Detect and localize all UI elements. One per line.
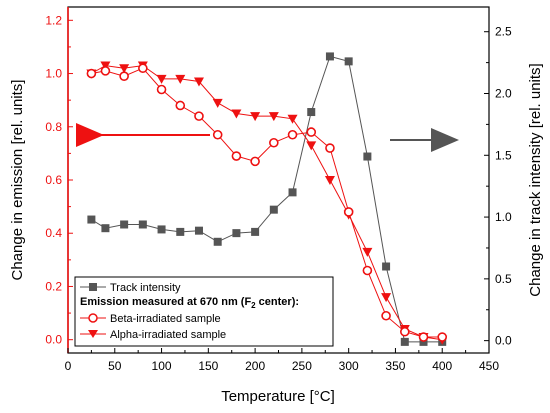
alpha-point: [250, 112, 261, 122]
x-axis: 0 50 100 150 200 250 300 350 400 450: [65, 348, 499, 373]
beta-point: [362, 265, 373, 276]
track-point: [400, 337, 409, 346]
x-tick-label: 150: [198, 359, 218, 373]
left-tick-label: 1.0: [45, 67, 62, 81]
left-tick-label: 1.2: [45, 13, 62, 27]
x-tick-label: 200: [245, 359, 265, 373]
alpha-point: [119, 64, 130, 74]
right-tick-label: 2.0: [495, 87, 512, 101]
x-axis-title: Temperature [°C]: [221, 388, 335, 405]
beta-point: [381, 310, 391, 321]
alpha-point: [100, 61, 111, 71]
track-point: [87, 215, 96, 224]
legend-circle-marker: [88, 313, 98, 323]
track-point: [269, 205, 278, 214]
alpha-point: [306, 141, 317, 151]
beta-point: [399, 326, 410, 337]
track-point: [344, 57, 353, 66]
track-point: [325, 52, 334, 61]
beta-point: [418, 332, 429, 342]
beta-point: [86, 68, 97, 79]
alpha-point: [381, 293, 392, 303]
left-y-axis: 0.0 0.2 0.4 0.6 0.8 1.0 1.2: [45, 7, 73, 353]
alpha-point: [193, 77, 204, 87]
legend-triangle-marker: [88, 330, 98, 338]
x-tick-label: 300: [339, 359, 359, 373]
legend-label-alpha: Alpha-irradiated sample: [110, 329, 226, 341]
x-tick-label: 450: [479, 359, 499, 373]
left-tick-label: 0.0: [45, 333, 62, 347]
track-point: [176, 227, 185, 236]
beta-point: [250, 156, 260, 167]
beta-point: [156, 84, 167, 95]
legend-box: [74, 276, 334, 347]
beta-point: [325, 143, 335, 153]
legend-entry-alpha: Alpha-irradiated sample: [80, 329, 226, 341]
right-tick-label: 1.0: [495, 210, 512, 224]
track-point: [138, 220, 147, 229]
legend-header: Emission measured at 670 nm (F2 center):: [80, 296, 299, 310]
beta-point: [138, 63, 148, 74]
alpha-point: [362, 247, 373, 257]
beta-point: [306, 127, 317, 137]
beta-point: [437, 332, 448, 342]
x-tick-label: 350: [385, 359, 405, 373]
track-point: [194, 226, 203, 235]
track-point: [120, 220, 129, 229]
right-y-axis: 0.0 0.5 1.0 1.5 2.0 2.5: [484, 25, 512, 348]
track-point: [213, 237, 222, 246]
series-layer: [86, 52, 448, 346]
left-tick-label: 0.2: [45, 279, 62, 293]
track-point: [251, 227, 260, 236]
legend-square-marker: [89, 283, 97, 291]
beta-point: [343, 207, 354, 217]
x-tick-label: 0: [65, 359, 72, 373]
left-tick-label: 0.8: [45, 120, 62, 134]
x-tick-label: 250: [292, 359, 312, 373]
beta-point: [231, 151, 242, 161]
legend-label-beta: Beta-irradiated sample: [110, 313, 221, 325]
right-tick-label: 0.0: [495, 334, 512, 348]
legend-label-track: Track intensity: [110, 282, 181, 294]
right-tick-label: 1.5: [495, 148, 512, 162]
track-point: [101, 224, 110, 233]
track-point: [307, 108, 316, 117]
beta-point: [194, 111, 204, 121]
track-point: [382, 262, 391, 271]
alpha-point: [156, 74, 167, 84]
legend: Track intensity Emission measured at 670…: [74, 276, 334, 347]
track-point: [157, 225, 166, 234]
beta-point: [119, 71, 129, 81]
right-tick-label: 0.5: [495, 272, 512, 286]
beta-point: [269, 137, 279, 148]
alpha-point: [268, 112, 279, 122]
right-axis-title: Change in track intensity [rel. units]: [527, 63, 544, 296]
alpha-point: [175, 74, 186, 84]
beta-point: [287, 129, 298, 140]
x-tick-label: 100: [152, 359, 172, 373]
legend-entry-beta: Beta-irradiated sample: [80, 313, 221, 325]
track-point: [288, 188, 297, 197]
alpha-point: [324, 176, 335, 185]
beta-point: [212, 129, 223, 140]
alpha-point: [212, 98, 223, 108]
alpha-point: [287, 114, 298, 124]
left-axis-title: Change in emission [rel. units]: [9, 80, 26, 281]
legend-entry-track: Track intensity: [80, 282, 181, 294]
x-tick-label: 50: [108, 359, 122, 373]
alpha-point: [231, 109, 242, 119]
left-tick-label: 0.4: [45, 226, 62, 240]
left-tick-label: 0.6: [45, 173, 62, 187]
right-tick-label: 2.5: [495, 25, 512, 39]
track-point: [232, 229, 241, 238]
beta-point: [100, 66, 111, 76]
x-tick-label: 400: [432, 359, 452, 373]
beta-point: [175, 100, 186, 111]
track-point: [363, 152, 372, 161]
